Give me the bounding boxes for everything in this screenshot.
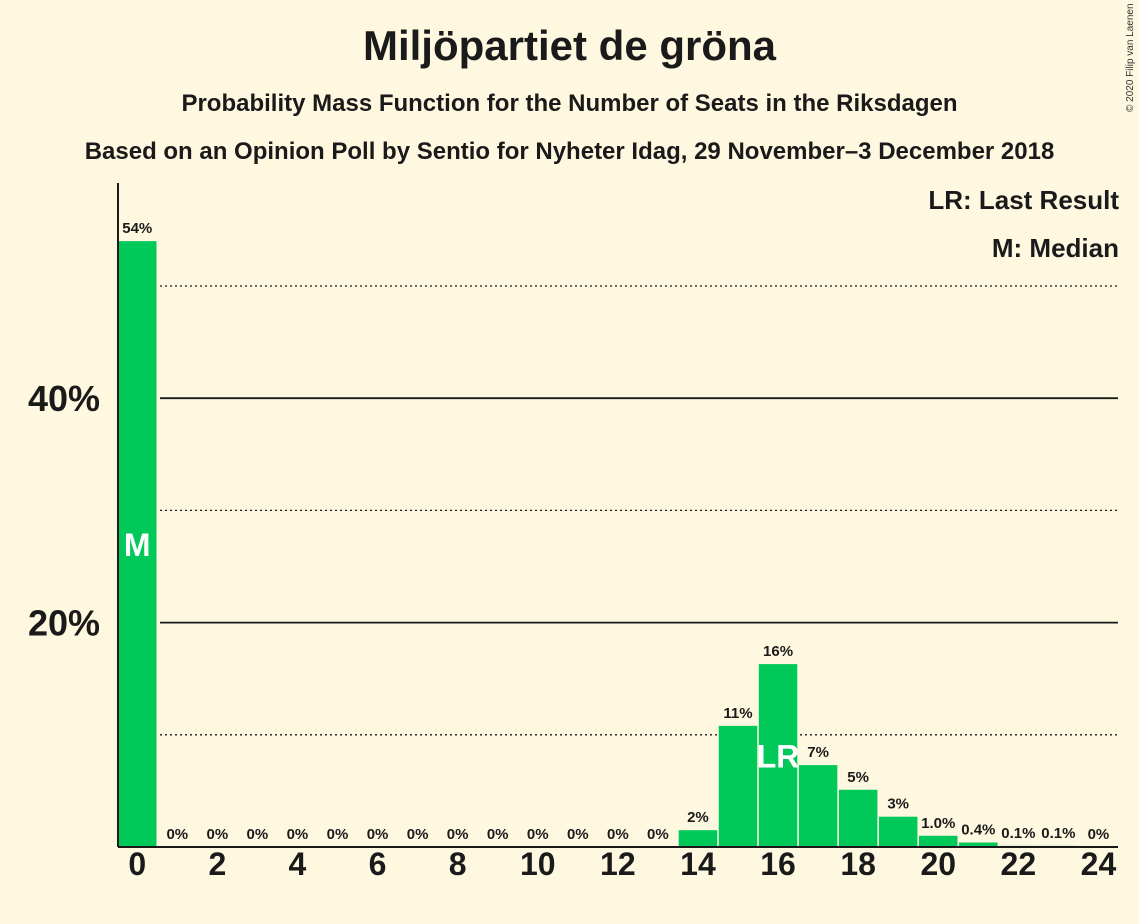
data-label: 0% xyxy=(567,826,589,843)
bar xyxy=(919,835,958,847)
legend-median: M: Median xyxy=(991,233,1119,263)
data-label: 0% xyxy=(166,826,188,843)
data-label: 0% xyxy=(487,826,509,843)
bar xyxy=(718,725,758,847)
median-marker: M xyxy=(124,527,151,563)
bar xyxy=(758,664,798,847)
y-tick-label: 20% xyxy=(28,603,100,644)
data-label: 16% xyxy=(763,643,793,660)
data-label: 0% xyxy=(367,826,389,843)
x-tick-label: 2 xyxy=(208,846,226,882)
legend-last-result: LR: Last Result xyxy=(928,185,1119,215)
bar xyxy=(838,789,878,847)
x-tick-label: 8 xyxy=(449,846,467,882)
data-label: 7% xyxy=(807,744,829,761)
data-label: 0% xyxy=(1088,826,1110,843)
bar xyxy=(878,816,918,847)
data-label: 0% xyxy=(287,826,309,843)
data-label: 5% xyxy=(847,769,869,786)
data-label: 0% xyxy=(647,826,669,843)
data-label: 3% xyxy=(887,796,909,813)
x-tick-label: 14 xyxy=(680,846,716,882)
data-label: 0.4% xyxy=(961,822,995,839)
data-label: 0% xyxy=(327,826,349,843)
bar xyxy=(959,842,998,847)
x-tick-label: 0 xyxy=(128,846,146,882)
bar xyxy=(118,241,157,847)
data-label: 0.1% xyxy=(1041,825,1075,842)
x-tick-label: 24 xyxy=(1081,846,1117,882)
x-tick-label: 12 xyxy=(600,846,636,882)
data-label: 0% xyxy=(247,826,269,843)
y-tick-label: 40% xyxy=(28,378,100,419)
x-tick-label: 16 xyxy=(760,846,796,882)
chart-subtitle: Probability Mass Function for the Number… xyxy=(181,90,958,117)
data-label: 0% xyxy=(447,826,469,843)
x-tick-label: 6 xyxy=(369,846,387,882)
bar xyxy=(798,765,838,847)
bar xyxy=(678,830,718,847)
chart-source: Based on an Opinion Poll by Sentio for N… xyxy=(84,138,1055,165)
last-result-marker: LR xyxy=(757,739,800,775)
data-label: 1.0% xyxy=(921,815,955,832)
x-tick-label: 10 xyxy=(520,846,556,882)
data-label: 0.1% xyxy=(1001,825,1035,842)
x-tick-label: 20 xyxy=(920,846,956,882)
x-tick-label: 4 xyxy=(289,846,307,882)
x-tick-label: 22 xyxy=(1001,846,1037,882)
data-label: 2% xyxy=(687,809,709,826)
data-label: 11% xyxy=(723,705,752,722)
data-label: 0% xyxy=(527,826,549,843)
x-tick-label: 18 xyxy=(840,846,876,882)
chart-title: Miljöpartiet de gröna xyxy=(362,22,777,69)
data-label: 0% xyxy=(207,826,229,843)
data-label: 0% xyxy=(607,826,629,843)
data-label: 54% xyxy=(122,220,152,237)
data-label: 0% xyxy=(407,826,429,843)
